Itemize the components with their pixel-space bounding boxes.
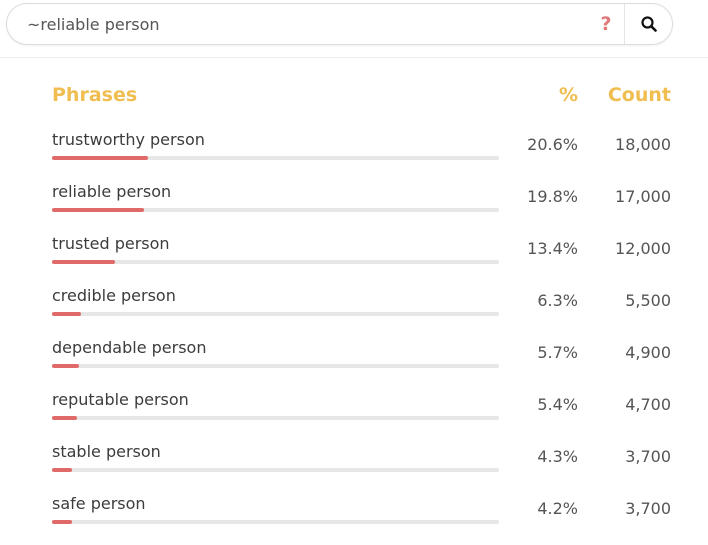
phrase-text[interactable]: safe person [52, 494, 146, 513]
phrase-count: 4,900 [625, 343, 671, 362]
search-icon [640, 16, 657, 32]
header-percent: % [558, 84, 578, 106]
share-bar-fill [52, 312, 81, 316]
phrase-percent: 4.2% [537, 499, 578, 518]
share-bar-fill [52, 520, 72, 524]
phrase-percent: 5.4% [537, 395, 578, 414]
phrase-text[interactable]: reliable person [52, 182, 172, 201]
phrase-count: 3,700 [625, 499, 671, 518]
phrase-count: 17,000 [615, 187, 671, 206]
phrase-row[interactable]: reputable person 5.4% 4,700 [0, 390, 708, 442]
phrase-count: 4,700 [625, 395, 671, 414]
phrase-text[interactable]: credible person [52, 286, 176, 305]
search-bar: ? [6, 3, 673, 45]
phrase-text[interactable]: dependable person [52, 338, 207, 357]
share-bar-fill [52, 208, 144, 212]
phrase-percent: 13.4% [527, 239, 578, 258]
share-bar-track [52, 312, 499, 316]
phrase-percent: 4.3% [537, 447, 578, 466]
phrase-percent: 20.6% [527, 135, 578, 154]
share-bar-fill [52, 364, 79, 368]
share-bar-track [52, 520, 499, 524]
phrase-percent: 5.7% [537, 343, 578, 362]
divider [0, 57, 708, 58]
share-bar-fill [52, 260, 115, 264]
phrase-percent: 6.3% [537, 291, 578, 310]
phrase-count: 5,500 [625, 291, 671, 310]
search-button[interactable] [624, 4, 672, 44]
phrase-text[interactable]: trusted person [52, 234, 170, 253]
phrase-count: 12,000 [615, 239, 671, 258]
phrase-count: 3,700 [625, 447, 671, 466]
share-bar-fill [52, 416, 77, 420]
share-bar-track [52, 156, 499, 160]
phrase-count: 18,000 [615, 135, 671, 154]
share-bar-track [52, 208, 499, 212]
share-bar-fill [52, 468, 72, 472]
share-bar-fill [52, 156, 148, 160]
phrase-row[interactable]: credible person 6.3% 5,500 [0, 286, 708, 338]
share-bar-track [52, 260, 499, 264]
phrase-percent: 19.8% [527, 187, 578, 206]
search-input[interactable] [7, 4, 588, 44]
phrase-text[interactable]: reputable person [52, 390, 189, 409]
phrase-row[interactable]: reliable person 19.8% 17,000 [0, 182, 708, 234]
phrase-row[interactable]: dependable person 5.7% 4,900 [0, 338, 708, 390]
share-bar-track [52, 416, 499, 420]
header-count: Count [607, 84, 671, 106]
phrase-row[interactable]: trustworthy person 20.6% 18,000 [0, 130, 708, 182]
help-icon[interactable]: ? [600, 13, 612, 35]
phrase-row[interactable]: safe person 4.2% 3,700 [0, 494, 708, 545]
share-bar-track [52, 364, 499, 368]
header-phrases: Phrases [52, 84, 138, 106]
phrase-text[interactable]: stable person [52, 442, 161, 461]
phrase-row[interactable]: trusted person 13.4% 12,000 [0, 234, 708, 286]
table-header: Phrases % Count [0, 84, 708, 110]
share-bar-track [52, 468, 499, 472]
phrase-text[interactable]: trustworthy person [52, 130, 205, 149]
phrase-row[interactable]: stable person 4.3% 3,700 [0, 442, 708, 494]
